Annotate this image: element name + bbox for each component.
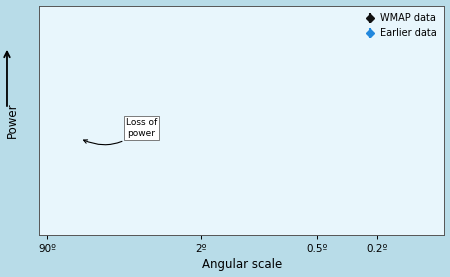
Y-axis label: Power: Power: [5, 102, 18, 138]
Legend: WMAP data, Earlier data: WMAP data, Earlier data: [361, 11, 440, 41]
Text: Loss of
power: Loss of power: [84, 118, 157, 145]
X-axis label: Angular scale: Angular scale: [202, 258, 282, 271]
